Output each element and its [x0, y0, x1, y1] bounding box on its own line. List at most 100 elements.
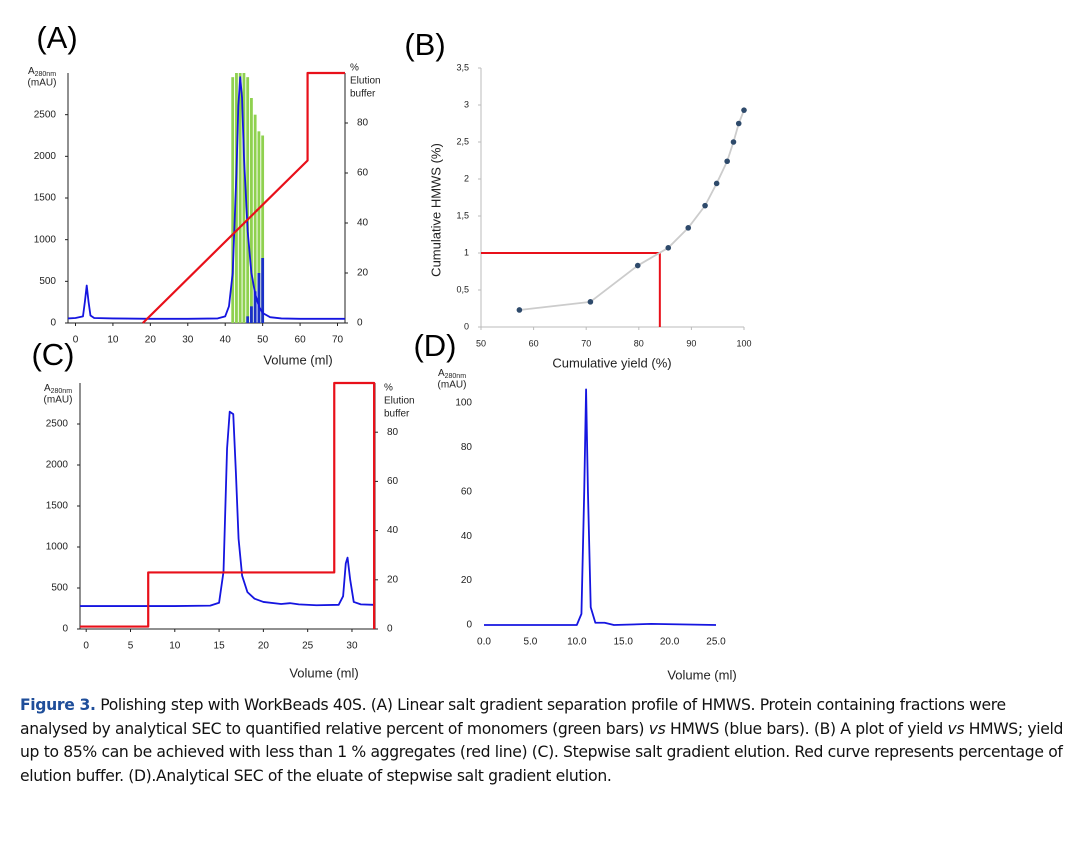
- x-tick-label: 10.0: [567, 637, 587, 648]
- y-axis-label-unit: (mAU): [44, 395, 73, 406]
- x-tick-label: 50: [257, 335, 269, 346]
- y-tick-label: 1500: [46, 501, 69, 512]
- y2-axis-label: Elution: [350, 76, 381, 87]
- y2-tick-label: 0: [387, 624, 393, 635]
- x-tick-label: 0: [73, 335, 79, 346]
- fraction-bar: [261, 135, 265, 323]
- x-tick-label: 15: [214, 641, 226, 652]
- fraction-bar: [250, 98, 253, 323]
- x-tick-label: 25.0: [706, 637, 726, 648]
- fraction-bar: [257, 131, 261, 323]
- data-point: [685, 225, 692, 231]
- y-tick-label: 60: [461, 486, 473, 497]
- x-axis-label: Cumulative yield (%): [552, 355, 671, 370]
- fraction-bar: [246, 316, 250, 323]
- y2-axis-label: %: [350, 63, 359, 74]
- x-tick-label: 10: [107, 335, 119, 346]
- y-tick-label: 40: [461, 531, 473, 542]
- caption-text: HMWS (blue bars). (B) A plot of yield: [665, 719, 948, 738]
- y-tick-label: 80: [461, 442, 473, 453]
- x-tick-label: 100: [736, 338, 751, 348]
- x-tick-label: 60: [295, 335, 307, 346]
- data-point: [516, 307, 523, 313]
- y-axis-label-base: A: [44, 383, 51, 394]
- caption-label: Figure 3.: [20, 696, 96, 714]
- x-tick-label: 20: [258, 641, 270, 652]
- y-tick-label: 1500: [34, 193, 57, 204]
- x-tick-label: 15.0: [613, 637, 633, 648]
- y2-tick-label: 20: [387, 574, 399, 585]
- fraction-bar: [257, 273, 261, 323]
- fraction-bar: [253, 291, 257, 323]
- y-tick-label: 1,5: [456, 210, 469, 220]
- y-axis-label-base: A: [438, 368, 445, 379]
- y-tick-label: 500: [51, 583, 68, 594]
- x-tick-label: 70: [581, 338, 591, 348]
- x-axis-label: Volume (ml): [667, 667, 736, 682]
- x-tick-label: 30: [182, 335, 194, 346]
- x-axis-label: Volume (ml): [289, 665, 358, 680]
- y-tick-label: 0: [50, 318, 56, 329]
- x-tick-label: 70: [332, 335, 344, 346]
- y-tick-label: 0: [62, 624, 68, 635]
- y-tick-label: 2000: [34, 151, 57, 162]
- y2-axis-label: Elution: [384, 396, 415, 407]
- y-axis-label-sub: 280nm: [35, 71, 57, 78]
- fraction-bar: [235, 73, 238, 323]
- y2-axis-label: %: [384, 383, 393, 394]
- y-tick-label: 1000: [46, 542, 69, 553]
- y-axis-label: A280nm: [44, 383, 72, 395]
- y-tick-label: 100: [455, 397, 472, 408]
- series-line: [80, 410, 374, 607]
- y-tick-label: 3: [464, 99, 469, 109]
- x-axis-label: Volume (ml): [263, 352, 332, 367]
- series-line: [519, 109, 745, 311]
- x-tick-label: 50: [476, 338, 486, 348]
- y-tick-label: 2500: [34, 109, 57, 120]
- x-tick-label: 10: [169, 641, 181, 652]
- y2-tick-label: 80: [387, 427, 399, 438]
- fraction-bar: [250, 306, 253, 323]
- y-tick-label: 1000: [34, 234, 57, 245]
- series-line: [142, 71, 345, 324]
- x-tick-label: 25: [302, 641, 314, 652]
- y2-tick-label: 40: [357, 218, 369, 229]
- y-axis-label: Cumulative HMWS (%): [428, 143, 443, 277]
- y-axis-label: A280nm: [28, 66, 56, 78]
- data-point: [724, 158, 730, 165]
- y-tick-label: 20: [461, 575, 473, 586]
- data-point: [634, 262, 641, 269]
- y-axis-label-base: A: [28, 66, 35, 77]
- y-tick-label: 2,5: [456, 136, 469, 146]
- figure: (A)0 10 20 30 40 50 60 700500100015002000250002…: [28, 20, 752, 682]
- data-point: [741, 107, 747, 113]
- fraction-bar: [231, 77, 235, 324]
- y2-tick-label: 20: [357, 268, 369, 279]
- caption-text: Polishing step with WorkBeads 40S. (A) L…: [20, 696, 1006, 738]
- y2-tick-label: 80: [357, 118, 369, 129]
- y-axis-label-unit: (mAU): [28, 78, 57, 89]
- y-tick-label: 0,5: [456, 284, 469, 294]
- y-axis-label-sub: 280nm: [51, 388, 73, 395]
- caption-text: vs: [947, 719, 965, 738]
- data-point: [587, 299, 594, 305]
- series-line: [67, 76, 345, 320]
- panel-label: (C): [31, 337, 74, 372]
- fraction-bar: [261, 258, 265, 323]
- y2-axis-label: buffer: [384, 409, 410, 420]
- series-line: [80, 381, 376, 629]
- x-tick-label: 5.0: [523, 637, 537, 648]
- fraction-bar: [253, 114, 257, 324]
- x-tick-label: 30: [346, 641, 358, 652]
- y-tick-label: 500: [39, 276, 56, 287]
- fraction-bar: [238, 73, 242, 323]
- panel-label: (B): [404, 27, 445, 62]
- x-tick-label: 40: [220, 335, 232, 346]
- data-point: [713, 180, 720, 187]
- x-tick-label: 60: [529, 338, 539, 348]
- data-point: [702, 202, 708, 209]
- y2-axis-label: buffer: [350, 89, 376, 100]
- y-tick-label: 1: [464, 247, 469, 257]
- fraction-bar: [246, 77, 250, 324]
